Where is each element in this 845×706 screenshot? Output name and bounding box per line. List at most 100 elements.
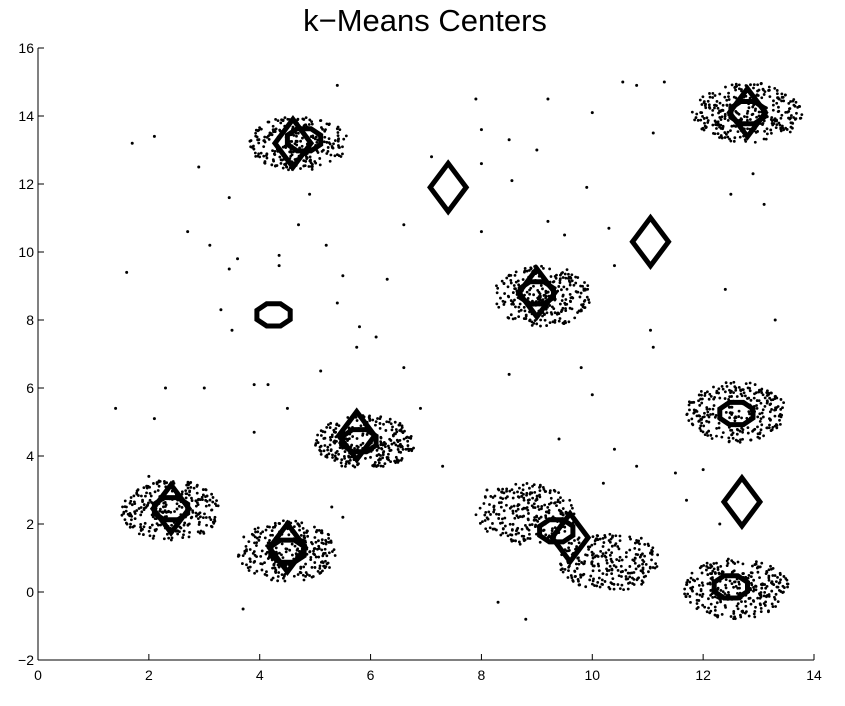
x-tick-label: 0 [34,667,42,683]
cluster-6-point [268,525,271,529]
cluster-4-point [375,448,379,452]
cluster-5-point [139,513,143,517]
cluster-5-point [215,504,218,508]
cluster-8-point [618,539,622,543]
cluster-1-point [727,95,730,99]
cluster-7-point [501,517,504,521]
cluster-6-point [302,531,306,535]
cluster-9-point [752,578,756,582]
cluster-4-point [333,454,337,458]
cluster-4-point [390,442,394,446]
cluster-5-point [123,518,127,522]
cluster-3-point [762,434,765,438]
cluster-6-point [333,554,337,557]
cluster-0-point [320,126,323,129]
cluster-1-point [708,105,711,109]
cluster-1-point [776,96,780,100]
cluster-9-point [757,565,761,569]
cluster-5-point [190,499,194,502]
outlier-point [557,437,561,441]
cluster-9-point [785,582,789,586]
cluster-1-point [763,129,766,133]
cluster-4-point [329,421,333,425]
cluster-8-point [575,567,579,570]
cluster-4-point [384,442,387,446]
cluster-3-point [736,428,740,432]
cluster-7-point [553,526,557,530]
outlier-point [197,165,201,169]
cluster-2-point [511,291,515,294]
cluster-2-point [543,318,547,322]
cluster-6-point [309,558,313,562]
cluster-1-point [734,109,738,113]
cluster-3-point [715,434,718,438]
cluster-3-point [732,380,736,384]
cluster-8-point [651,566,655,569]
cluster-2-point [522,305,526,309]
cluster-8-point [595,534,599,537]
cluster-9-point [707,606,710,610]
cluster-1-point [730,83,734,87]
cluster-points-layer [120,81,804,621]
cluster-9-point [782,575,786,578]
cluster-2-point [530,323,534,327]
outlier-point [402,366,406,370]
cluster-5-point [201,498,204,502]
cluster-1-point [754,107,757,111]
cluster-9-point [770,589,774,593]
cluster-4-point [412,446,415,450]
cluster-5-point [133,502,137,506]
cluster-4-point [379,464,383,468]
cluster-0-point [259,151,263,155]
cluster-6-point [290,553,294,557]
cluster-4-point [378,422,382,425]
cluster-3-point [756,415,760,419]
cluster-6-point [254,530,257,534]
cluster-3-point [730,428,734,432]
cluster-8-point [635,538,638,542]
cluster-9-point [771,566,775,570]
cluster-6-point [293,544,297,548]
cluster-6-point [263,572,267,576]
cluster-9-point [737,582,741,586]
cluster-3-point [706,434,710,437]
cluster-5-point [135,489,139,493]
outlier-point [230,328,234,332]
cluster-8-point [567,549,570,553]
cluster-5-point [142,525,146,529]
cluster-1-point [721,126,725,129]
cluster-1-point [732,139,736,143]
outlier-point [546,219,550,223]
cluster-8-point [624,568,628,572]
cluster-1-point [745,111,749,115]
outlier-point [335,301,339,305]
cluster-2-point [509,281,513,285]
cluster-5-point [157,484,161,488]
cluster-5-point [169,510,173,514]
cluster-9-point [732,569,736,573]
outlier-point [496,600,500,604]
cluster-7-point [481,520,484,524]
cluster-0-point [263,161,267,165]
cluster-5-point [211,500,215,504]
cluster-9-point [700,581,704,585]
cluster-9-point [764,600,768,604]
cluster-6-point [304,562,307,566]
cluster-2-point [513,274,517,277]
cluster-8-point [617,574,621,578]
cluster-9-point [735,604,739,608]
cluster-7-point [515,514,519,518]
cluster-5-point [187,535,191,539]
cluster-6-point [296,573,300,576]
cluster-4-point [344,464,347,468]
cluster-1-point [775,92,779,96]
cluster-6-point [308,550,312,554]
cluster-9-point [763,604,767,607]
cluster-3-point [730,411,734,415]
cluster-4-point [319,452,323,456]
cluster-1-point [727,98,731,101]
cluster-1-point [729,129,732,133]
cluster-2-point [523,270,526,274]
cluster-3-point [688,408,691,412]
cluster-8-point [639,536,643,540]
